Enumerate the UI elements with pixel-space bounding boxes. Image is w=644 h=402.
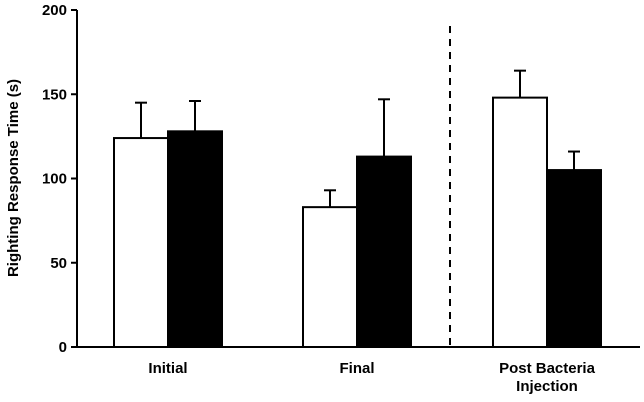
x-category-label-line: Injection (516, 378, 578, 395)
y-tick-label: 0 (59, 339, 67, 356)
x-axis: Initial Final Post Bacteria Injection (77, 346, 640, 395)
x-category-label-line: Post Bacteria (499, 360, 596, 377)
x-category-label: Post Bacteria Injection (499, 360, 596, 395)
x-category-label: Initial (148, 360, 187, 377)
bars (113, 26, 602, 349)
x-category-label: Final (339, 360, 374, 377)
y-tick-label: 150 (42, 86, 67, 103)
y-tick-label: 200 (42, 2, 67, 19)
bar (492, 96, 548, 349)
bar (546, 169, 602, 348)
y-tick-label: 50 (50, 255, 67, 272)
x-category-label-line: Final (339, 360, 374, 377)
y-axis: 0 50 100 150 200 (42, 2, 78, 356)
x-category-label-line: Initial (148, 360, 187, 377)
bar (302, 206, 358, 348)
bar (113, 137, 169, 348)
y-axis-title: Righting Response Time (s) (5, 79, 22, 277)
bar (167, 130, 223, 348)
y-tick-label: 100 (42, 171, 67, 188)
bar (356, 155, 412, 348)
